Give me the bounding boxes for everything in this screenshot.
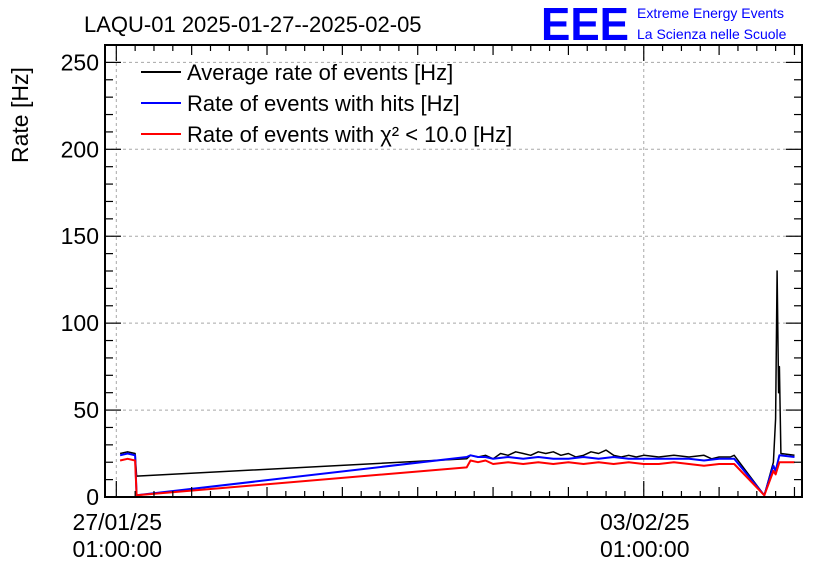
legend-label-average: Average rate of events [Hz] bbox=[187, 60, 453, 85]
logo-line1: Extreme Energy Events bbox=[637, 5, 784, 21]
x-tick-label-date: 03/02/25 bbox=[600, 509, 690, 535]
legend-label-hits: Rate of events with hits [Hz] bbox=[187, 91, 460, 116]
x-tick-label-time: 01:00:00 bbox=[600, 536, 690, 562]
series-line-2 bbox=[119, 457, 795, 497]
x-tick-label-date: 27/01/25 bbox=[73, 509, 163, 535]
y-tick-label: 100 bbox=[61, 310, 99, 336]
eee-logo: EEE Extreme Energy Events La Scienza nel… bbox=[541, 0, 787, 50]
series-line-0 bbox=[119, 270, 795, 497]
series-line-1 bbox=[119, 452, 795, 497]
x-tick-label-time: 01:00:00 bbox=[73, 536, 163, 562]
grid-lines bbox=[105, 45, 802, 497]
y-tick-label: 0 bbox=[86, 484, 99, 510]
logo-mark: EEE bbox=[541, 0, 629, 50]
logo-line2: La Scienza nelle Scuole bbox=[637, 26, 787, 42]
series-group bbox=[119, 270, 795, 497]
y-tick-label: 200 bbox=[61, 136, 99, 162]
legend: Average rate of events [Hz] Rate of even… bbox=[141, 60, 512, 147]
axes: 05010015020025027/01/2501:00:0003/02/250… bbox=[61, 44, 803, 562]
y-axis-label: Rate [Hz] bbox=[7, 67, 33, 163]
legend-label-chi2: Rate of events with χ² < 10.0 [Hz] bbox=[187, 122, 512, 147]
y-tick-label: 50 bbox=[73, 397, 99, 423]
chart-title: LAQU-01 2025-01-27--2025-02-05 bbox=[84, 12, 422, 37]
y-tick-label: 250 bbox=[61, 49, 99, 75]
y-tick-label: 150 bbox=[61, 223, 99, 249]
